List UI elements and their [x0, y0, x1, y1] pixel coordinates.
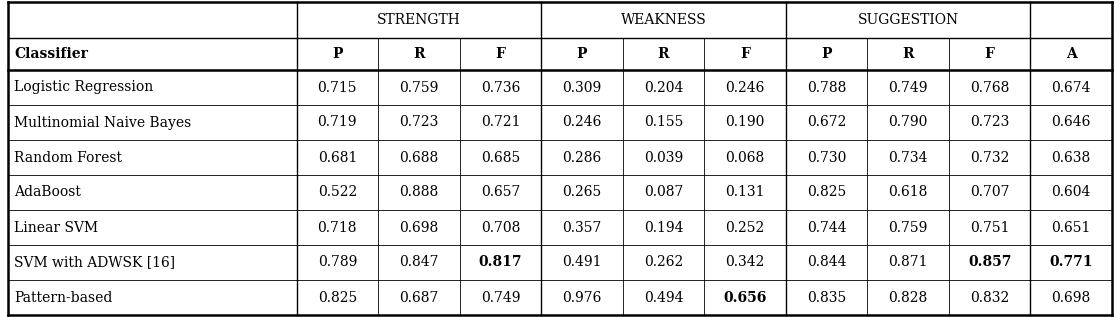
Text: Classifier: Classifier [13, 47, 87, 61]
Text: 0.789: 0.789 [318, 256, 357, 269]
Text: 0.131: 0.131 [726, 185, 765, 199]
Text: 0.068: 0.068 [726, 151, 765, 165]
Text: R: R [903, 47, 914, 61]
Text: 0.734: 0.734 [888, 151, 927, 165]
Text: 0.768: 0.768 [970, 81, 1009, 94]
Text: 0.715: 0.715 [318, 81, 357, 94]
Text: 0.681: 0.681 [318, 151, 357, 165]
Text: Multinomial Naive Bayes: Multinomial Naive Bayes [13, 115, 192, 130]
Text: 0.730: 0.730 [806, 151, 847, 165]
Text: P: P [821, 47, 832, 61]
Text: 0.857: 0.857 [968, 256, 1011, 269]
Text: 0.638: 0.638 [1052, 151, 1091, 165]
Text: 0.721: 0.721 [480, 115, 520, 130]
Text: 0.888: 0.888 [399, 185, 439, 199]
Text: 0.723: 0.723 [399, 115, 439, 130]
Text: 0.342: 0.342 [726, 256, 765, 269]
Text: 0.718: 0.718 [318, 221, 357, 235]
Text: STRENGTH: STRENGTH [377, 13, 460, 27]
Text: Linear SVM: Linear SVM [13, 221, 99, 235]
Text: 0.719: 0.719 [318, 115, 357, 130]
Text: 0.604: 0.604 [1052, 185, 1091, 199]
Text: 0.204: 0.204 [644, 81, 683, 94]
Text: 0.252: 0.252 [726, 221, 765, 235]
Text: F: F [495, 47, 505, 61]
Text: 0.039: 0.039 [644, 151, 683, 165]
Text: SUGGESTION: SUGGESTION [858, 13, 959, 27]
Text: SVM with ADWSK [16]: SVM with ADWSK [16] [13, 256, 175, 269]
Text: 0.976: 0.976 [562, 290, 601, 305]
Text: 0.749: 0.749 [480, 290, 520, 305]
Text: 0.646: 0.646 [1052, 115, 1091, 130]
Text: R: R [657, 47, 670, 61]
Text: 0.723: 0.723 [970, 115, 1009, 130]
Text: 0.828: 0.828 [888, 290, 927, 305]
Text: 0.309: 0.309 [562, 81, 601, 94]
Text: 0.825: 0.825 [808, 185, 847, 199]
Text: 0.194: 0.194 [644, 221, 683, 235]
Text: 0.685: 0.685 [480, 151, 520, 165]
Text: 0.246: 0.246 [562, 115, 601, 130]
Text: 0.672: 0.672 [806, 115, 847, 130]
Text: 0.771: 0.771 [1049, 256, 1093, 269]
Text: 0.656: 0.656 [724, 290, 767, 305]
Text: 0.844: 0.844 [806, 256, 847, 269]
Text: 0.708: 0.708 [480, 221, 520, 235]
Text: 0.522: 0.522 [318, 185, 357, 199]
Text: 0.817: 0.817 [478, 256, 522, 269]
Text: P: P [577, 47, 587, 61]
Text: F: F [740, 47, 750, 61]
Text: 0.262: 0.262 [644, 256, 683, 269]
Text: 0.751: 0.751 [970, 221, 1009, 235]
Text: Random Forest: Random Forest [13, 151, 122, 165]
Text: 0.744: 0.744 [806, 221, 847, 235]
Text: 0.651: 0.651 [1052, 221, 1091, 235]
Text: 0.286: 0.286 [562, 151, 601, 165]
Text: 0.155: 0.155 [644, 115, 683, 130]
Text: 0.357: 0.357 [562, 221, 601, 235]
Text: F: F [984, 47, 995, 61]
Text: Pattern-based: Pattern-based [13, 290, 112, 305]
Text: 0.871: 0.871 [888, 256, 927, 269]
Text: 0.847: 0.847 [399, 256, 439, 269]
Text: 0.246: 0.246 [726, 81, 765, 94]
Text: 0.759: 0.759 [399, 81, 439, 94]
Text: 0.494: 0.494 [644, 290, 683, 305]
Text: 0.688: 0.688 [399, 151, 439, 165]
Text: 0.825: 0.825 [318, 290, 357, 305]
Text: 0.759: 0.759 [888, 221, 927, 235]
Text: 0.788: 0.788 [806, 81, 847, 94]
Text: AdaBoost: AdaBoost [13, 185, 81, 199]
Text: 0.790: 0.790 [888, 115, 927, 130]
Text: 0.491: 0.491 [562, 256, 601, 269]
Text: 0.265: 0.265 [562, 185, 601, 199]
Text: 0.736: 0.736 [480, 81, 520, 94]
Text: 0.749: 0.749 [888, 81, 927, 94]
Text: 0.618: 0.618 [888, 185, 927, 199]
Text: WEAKNESS: WEAKNESS [620, 13, 707, 27]
Text: 0.698: 0.698 [1052, 290, 1091, 305]
Text: 0.687: 0.687 [399, 290, 439, 305]
Text: 0.707: 0.707 [970, 185, 1009, 199]
Text: 0.832: 0.832 [970, 290, 1009, 305]
Text: 0.657: 0.657 [480, 185, 520, 199]
Text: 0.835: 0.835 [808, 290, 847, 305]
Text: Logistic Regression: Logistic Regression [13, 81, 153, 94]
Text: R: R [413, 47, 424, 61]
Text: A: A [1066, 47, 1076, 61]
Text: 0.087: 0.087 [644, 185, 683, 199]
Text: 0.190: 0.190 [726, 115, 765, 130]
Text: P: P [332, 47, 343, 61]
Text: 0.674: 0.674 [1052, 81, 1091, 94]
Text: 0.698: 0.698 [399, 221, 439, 235]
Text: 0.732: 0.732 [970, 151, 1009, 165]
